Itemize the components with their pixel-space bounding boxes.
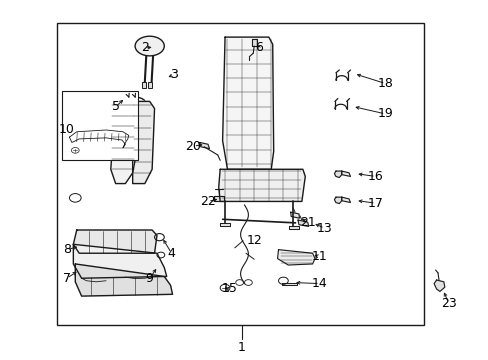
- Text: 17: 17: [367, 197, 383, 210]
- Polygon shape: [282, 283, 296, 285]
- Text: 16: 16: [367, 170, 383, 183]
- Text: 14: 14: [311, 277, 327, 290]
- Polygon shape: [288, 226, 298, 229]
- Polygon shape: [73, 230, 157, 253]
- Polygon shape: [334, 197, 341, 203]
- Polygon shape: [341, 197, 350, 203]
- Text: 2: 2: [141, 41, 148, 54]
- Polygon shape: [341, 171, 350, 176]
- Text: 1: 1: [238, 341, 245, 354]
- Bar: [62, 91, 137, 160]
- Text: 9: 9: [145, 272, 153, 285]
- Ellipse shape: [135, 36, 164, 56]
- Polygon shape: [111, 102, 137, 184]
- Text: 6: 6: [255, 41, 263, 54]
- Text: 13: 13: [316, 222, 332, 235]
- Polygon shape: [334, 171, 341, 177]
- Polygon shape: [290, 212, 299, 218]
- Text: 3: 3: [170, 68, 178, 81]
- Polygon shape: [220, 223, 229, 226]
- Polygon shape: [251, 39, 256, 46]
- Text: 20: 20: [185, 140, 201, 153]
- Polygon shape: [433, 280, 444, 292]
- Text: 12: 12: [246, 234, 262, 247]
- Polygon shape: [297, 220, 308, 226]
- Bar: [148, 82, 152, 88]
- Text: 4: 4: [167, 247, 175, 260]
- Polygon shape: [218, 169, 305, 202]
- Polygon shape: [200, 143, 209, 149]
- Text: 21: 21: [299, 216, 315, 229]
- Bar: [57, 23, 424, 325]
- Text: 23: 23: [440, 297, 456, 310]
- Polygon shape: [132, 102, 154, 184]
- Polygon shape: [75, 264, 172, 296]
- Text: 11: 11: [311, 250, 327, 263]
- Polygon shape: [277, 249, 314, 265]
- Text: 19: 19: [377, 107, 392, 120]
- Text: 5: 5: [111, 100, 120, 113]
- Text: 18: 18: [377, 77, 393, 90]
- Text: 10: 10: [59, 123, 75, 136]
- Polygon shape: [214, 196, 224, 202]
- Text: 8: 8: [63, 243, 71, 256]
- Polygon shape: [73, 244, 166, 278]
- Text: 15: 15: [222, 283, 237, 296]
- Text: 22: 22: [200, 195, 216, 208]
- Polygon shape: [222, 37, 273, 169]
- Bar: [142, 82, 146, 88]
- Text: 7: 7: [63, 272, 71, 285]
